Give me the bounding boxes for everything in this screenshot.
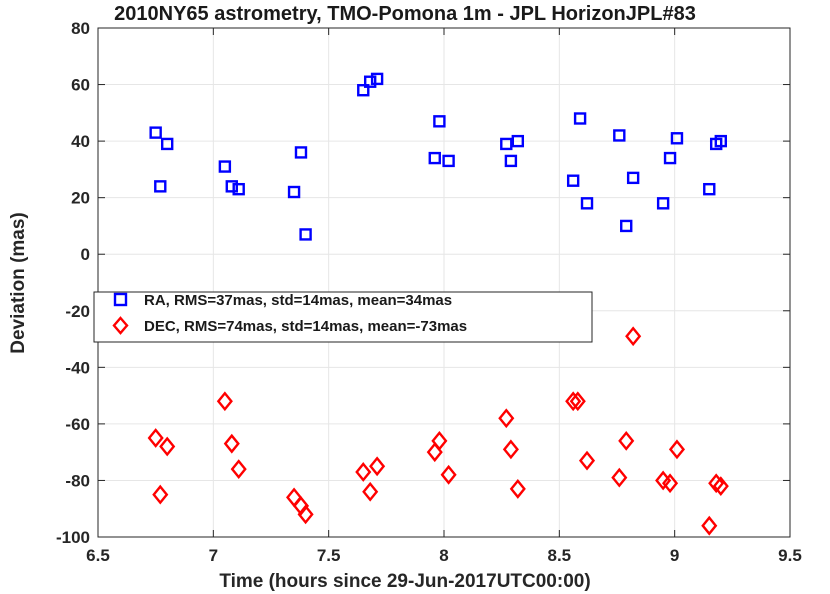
ra-point bbox=[357, 84, 370, 97]
ra-point bbox=[294, 146, 308, 159]
dec-point bbox=[223, 433, 240, 454]
ra-point bbox=[663, 151, 677, 165]
ra-point bbox=[154, 180, 167, 193]
x-tick-label: 9.5 bbox=[778, 546, 802, 565]
ra-point bbox=[160, 137, 174, 151]
y-tick-label: 0 bbox=[81, 245, 90, 264]
x-axis-label: Time (hours since 29-Jun-2017UTC00:00) bbox=[219, 571, 590, 592]
ra-point bbox=[218, 160, 232, 173]
ra-point bbox=[670, 132, 684, 145]
dec-point bbox=[662, 473, 679, 494]
y-tick-label: 20 bbox=[71, 189, 90, 208]
dec-point bbox=[569, 391, 586, 412]
dec-point bbox=[369, 456, 386, 477]
x-tick-label: 8 bbox=[439, 546, 448, 565]
ra-point bbox=[626, 171, 640, 185]
dec-point bbox=[147, 428, 164, 448]
legend-label-dec: DEC, RMS=74mas, std=14mas, mean=-73mas bbox=[144, 318, 467, 335]
y-tick-label: -100 bbox=[56, 528, 90, 547]
y-axis-ticks: 80 60 40 20 0 -20 -40 -60 -80 -100 bbox=[56, 19, 790, 547]
x-tick-label: 7.5 bbox=[317, 546, 341, 565]
dec-point bbox=[668, 439, 686, 460]
ra-point bbox=[442, 154, 455, 168]
x-tick-label: 8.5 bbox=[548, 546, 572, 565]
legend: RA, RMS=37mas, std=14mas, mean=34mas DEC… bbox=[93, 291, 593, 343]
ra-point bbox=[428, 151, 441, 165]
dec-point bbox=[712, 476, 729, 497]
ra-point bbox=[433, 115, 446, 128]
dec-point bbox=[362, 481, 379, 502]
dec-point bbox=[431, 430, 448, 451]
dec-point bbox=[618, 430, 635, 451]
dec-point bbox=[152, 484, 169, 505]
dec-point bbox=[578, 450, 596, 471]
y-tick-label: -40 bbox=[65, 358, 90, 377]
ra-point bbox=[232, 182, 245, 196]
dec-point bbox=[625, 326, 642, 347]
ra-point bbox=[363, 75, 377, 88]
dec-point bbox=[611, 467, 628, 488]
y-tick-label: -80 bbox=[65, 471, 90, 490]
ra-point bbox=[370, 72, 384, 86]
series-ra bbox=[149, 72, 727, 241]
dec-point bbox=[502, 439, 519, 460]
dec-point bbox=[230, 459, 247, 480]
y-tick-label: -20 bbox=[65, 302, 90, 321]
ra-point bbox=[566, 174, 580, 187]
ra-point bbox=[656, 197, 670, 210]
dec-point bbox=[708, 473, 725, 494]
y-tick-label: -60 bbox=[65, 415, 90, 434]
dec-point bbox=[440, 464, 457, 485]
ra-point bbox=[620, 219, 633, 233]
dec-point bbox=[159, 436, 176, 457]
ra-point bbox=[149, 126, 162, 139]
x-tick-label: 9 bbox=[670, 546, 679, 565]
x-axis-ticks: 6.5 7 7.5 8 8.5 9 9.5 bbox=[86, 28, 802, 565]
dec-point bbox=[565, 391, 582, 412]
legend-box bbox=[93, 291, 593, 343]
x-tick-label: 7 bbox=[209, 546, 218, 565]
chart-title: 2010NY65 astrometry, TMO-Pomona 1m - JPL… bbox=[114, 3, 696, 25]
dec-point bbox=[701, 515, 718, 536]
x-tick-label: 6.5 bbox=[86, 546, 110, 565]
series-dec bbox=[147, 326, 729, 536]
dec-point bbox=[498, 408, 515, 429]
legend-label-ra: RA, RMS=37mas, std=14mas, mean=34mas bbox=[144, 292, 452, 309]
ra-point bbox=[714, 134, 727, 148]
legend-marker-ra bbox=[113, 292, 128, 307]
ra-point bbox=[703, 182, 716, 196]
ra-point bbox=[500, 137, 513, 151]
y-tick-label: 80 bbox=[71, 19, 90, 38]
dec-point bbox=[355, 462, 372, 482]
ra-point bbox=[225, 180, 238, 193]
dec-point bbox=[297, 504, 314, 525]
dec-point bbox=[216, 391, 233, 412]
legend-marker-dec bbox=[112, 316, 129, 335]
ra-point bbox=[511, 134, 525, 148]
y-axis-label: Deviation (mas) bbox=[8, 212, 29, 353]
ra-point bbox=[504, 154, 518, 168]
ra-point bbox=[613, 129, 626, 142]
ra-point bbox=[299, 228, 312, 241]
ra-point bbox=[287, 185, 301, 199]
ra-point bbox=[573, 112, 587, 125]
y-tick-label: 60 bbox=[71, 76, 90, 95]
dec-point bbox=[509, 479, 526, 499]
ra-point bbox=[580, 197, 594, 210]
y-tick-label: 40 bbox=[71, 132, 90, 151]
